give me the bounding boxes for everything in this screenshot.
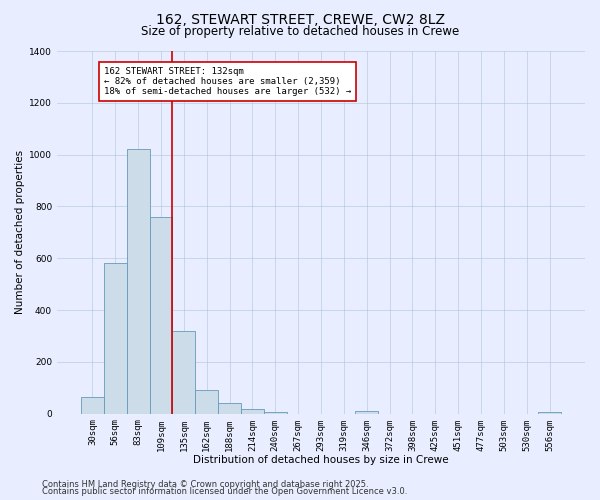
Bar <box>196 390 218 413</box>
Text: 162, STEWART STREET, CREWE, CW2 8LZ: 162, STEWART STREET, CREWE, CW2 8LZ <box>155 12 445 26</box>
Text: Size of property relative to detached houses in Crewe: Size of property relative to detached ho… <box>141 25 459 38</box>
Y-axis label: Number of detached properties: Number of detached properties <box>15 150 25 314</box>
Bar <box>81 397 104 413</box>
Text: Contains public sector information licensed under the Open Government Licence v3: Contains public sector information licen… <box>42 487 407 496</box>
Text: Contains HM Land Registry data © Crown copyright and database right 2025.: Contains HM Land Registry data © Crown c… <box>42 480 368 489</box>
Bar <box>127 150 149 414</box>
Bar <box>218 404 241 413</box>
Text: 162 STEWART STREET: 132sqm
← 82% of detached houses are smaller (2,359)
18% of s: 162 STEWART STREET: 132sqm ← 82% of deta… <box>104 66 351 96</box>
Bar <box>355 411 378 414</box>
Bar <box>264 412 287 414</box>
Bar <box>538 412 561 414</box>
Bar <box>149 217 172 414</box>
Bar <box>172 331 196 413</box>
Bar <box>104 264 127 414</box>
X-axis label: Distribution of detached houses by size in Crewe: Distribution of detached houses by size … <box>193 455 449 465</box>
Bar <box>241 408 264 414</box>
